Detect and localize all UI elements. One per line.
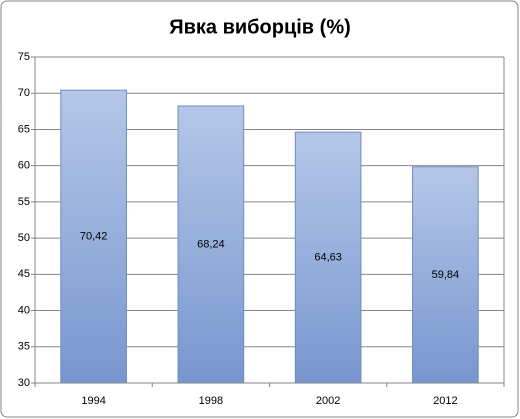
y-tick-label: 65 xyxy=(18,123,30,135)
value-label: 64,63 xyxy=(314,251,342,263)
y-tick-label: 30 xyxy=(18,377,30,389)
bar xyxy=(294,131,362,384)
bar xyxy=(412,166,479,384)
y-tick-label: 55 xyxy=(18,196,30,208)
y-tick-label: 60 xyxy=(18,160,30,172)
y-tick-label: 40 xyxy=(18,304,30,316)
value-label: 68,24 xyxy=(197,238,225,250)
x-tick-label: 2012 xyxy=(433,395,457,407)
chart-title: Явка виборців (%) xyxy=(169,16,351,38)
x-tick-label: 1994 xyxy=(81,395,105,407)
x-tick-label: 1998 xyxy=(199,395,223,407)
bar xyxy=(177,105,245,384)
x-tick-label: 2002 xyxy=(316,395,340,407)
bar xyxy=(60,89,127,384)
y-tick-label: 45 xyxy=(18,268,30,280)
value-label: 59,84 xyxy=(432,269,460,281)
value-label: 70,42 xyxy=(80,230,108,242)
y-tick-label: 35 xyxy=(18,341,30,353)
y-tick-label: 50 xyxy=(18,232,30,244)
y-tick-label: 75 xyxy=(18,51,30,63)
y-tick-label: 70 xyxy=(18,87,30,99)
